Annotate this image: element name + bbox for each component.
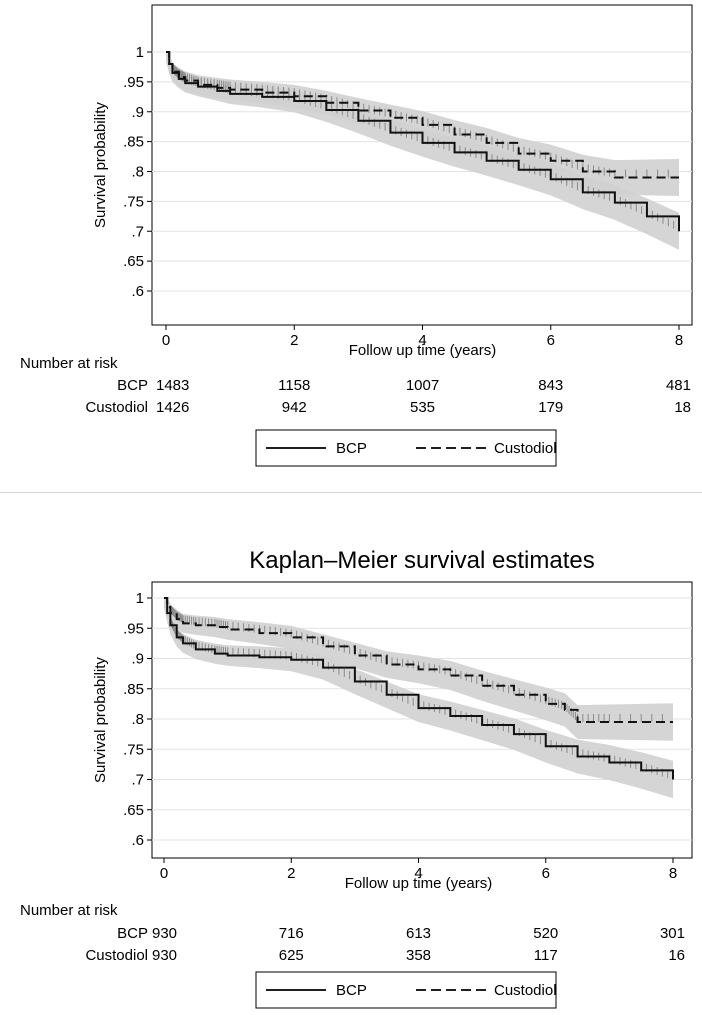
y-tick-label: .85 <box>123 134 144 151</box>
x-axis-label: Follow up time (years) <box>349 342 497 359</box>
y-tick-label: 1 <box>136 590 144 607</box>
y-axis-label: Survival probability <box>92 657 109 783</box>
risk-value: 358 <box>406 947 431 964</box>
risk-value: 520 <box>533 925 558 942</box>
legend-label-custodiol: Custodiol <box>494 982 557 999</box>
y-tick-label: .8 <box>131 711 144 728</box>
risk-value: 930 <box>152 947 177 964</box>
risk-value: 716 <box>279 925 304 942</box>
km-chart-bottom: Kaplan–Meier survival estimates 1.95.9.85… <box>0 510 702 1015</box>
x-tick-label: 2 <box>290 332 298 349</box>
y-tick-label: .9 <box>131 104 144 121</box>
risk-value: 1483 <box>156 377 189 394</box>
x-tick-label: 0 <box>162 332 170 349</box>
x-tick-label: 6 <box>547 332 555 349</box>
risk-table-header: Number at risk <box>20 902 118 919</box>
survival-line-custodiol <box>166 51 679 179</box>
risk-row-label: Custodiol <box>85 399 148 416</box>
risk-value: 843 <box>538 377 563 394</box>
panel-divider <box>0 492 702 493</box>
risk-value: 535 <box>410 399 435 416</box>
risk-value: 1158 <box>278 377 310 394</box>
y-tick-label: .6 <box>131 283 144 300</box>
risk-value: 179 <box>538 399 563 416</box>
y-tick-label: .7 <box>131 223 144 240</box>
risk-value: 1007 <box>406 377 439 394</box>
survival-line-custodiol <box>164 597 673 724</box>
km-chart-top: Kaplan–Meier survival estimates1.95.9.85… <box>0 0 702 470</box>
y-tick-label: .8 <box>131 164 144 181</box>
risk-value: 481 <box>666 377 691 394</box>
legend-label-bcp: BCP <box>336 982 367 999</box>
y-tick-label: .65 <box>123 802 144 819</box>
legend-label-bcp: BCP <box>336 440 367 457</box>
y-tick-label: .7 <box>131 772 144 789</box>
x-tick-label: 6 <box>542 865 550 882</box>
y-tick-label: .6 <box>131 832 144 849</box>
survival-line-bcp <box>164 597 674 780</box>
risk-value: 930 <box>152 925 177 942</box>
y-tick-label: .95 <box>123 620 144 637</box>
x-tick-label: 4 <box>414 865 422 882</box>
x-axis-label: Follow up time (years) <box>345 875 493 892</box>
risk-table-header: Number at risk <box>20 355 118 372</box>
km-chart-bottom-svg: Kaplan–Meier survival estimates1.95.9.85… <box>20 547 693 1009</box>
risk-row-label: BCP <box>117 925 148 942</box>
risk-value: 301 <box>660 925 685 942</box>
legend-label-custodiol: Custodiol <box>494 440 557 457</box>
y-tick-label: .65 <box>123 253 144 270</box>
chart-title: Kaplan–Meier survival estimates <box>249 547 594 574</box>
y-tick-label: .75 <box>123 193 144 210</box>
x-tick-label: 2 <box>287 865 295 882</box>
y-tick-label: .9 <box>131 651 144 668</box>
x-tick-label: 0 <box>160 865 168 882</box>
risk-row-label: Custodiol <box>85 947 148 964</box>
risk-value: 613 <box>406 925 431 942</box>
y-tick-label: 1 <box>136 44 144 61</box>
x-tick-label: 8 <box>669 865 677 882</box>
y-tick-label: .75 <box>123 741 144 758</box>
y-axis-label: Survival probability <box>92 102 109 228</box>
risk-value: 625 <box>279 947 304 964</box>
risk-value: 117 <box>534 947 558 964</box>
y-tick-label: .95 <box>123 74 144 91</box>
y-tick-label: .85 <box>123 681 144 698</box>
x-tick-label: 4 <box>418 332 426 349</box>
risk-value: 16 <box>668 947 685 964</box>
km-chart-top-svg: Kaplan–Meier survival estimates1.95.9.85… <box>20 4 693 467</box>
risk-value: 942 <box>282 399 307 416</box>
risk-value: 18 <box>674 399 691 416</box>
risk-row-label: BCP <box>117 377 148 394</box>
risk-value: 1426 <box>156 399 189 416</box>
x-tick-label: 8 <box>675 332 683 349</box>
